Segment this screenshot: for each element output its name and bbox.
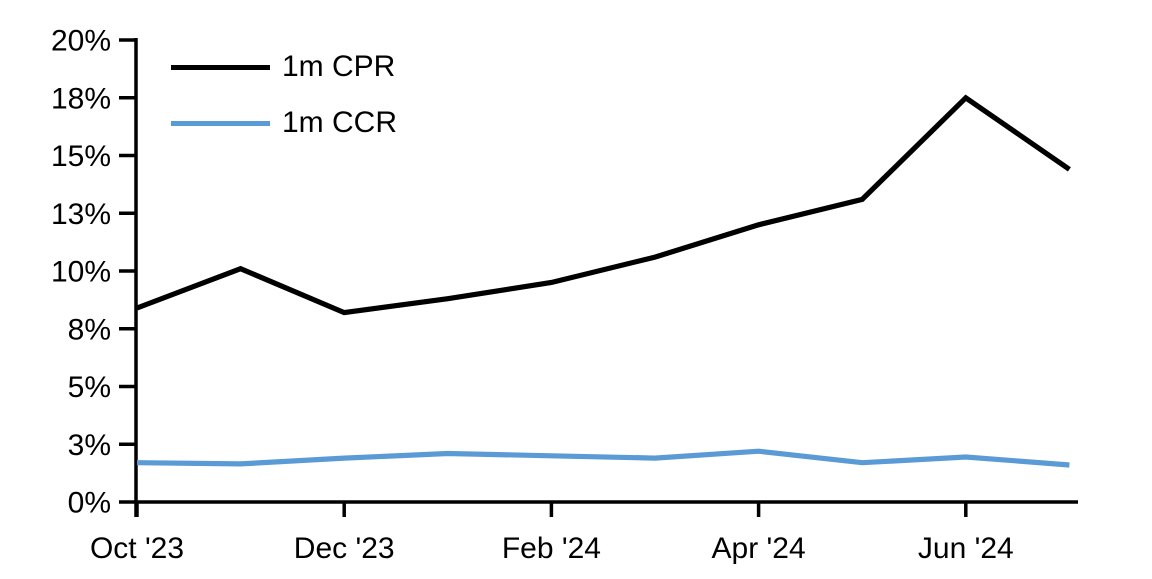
x-tick-label: Jun '24	[918, 532, 1014, 565]
ccr-line-swatch	[171, 120, 270, 126]
y-tick-label: 8%	[68, 313, 111, 346]
y-tick-label: 3%	[68, 429, 111, 462]
x-tick-label: Feb '24	[502, 532, 601, 565]
legend-item-1m-ccr: 1m CCR	[171, 95, 397, 151]
y-tick-label: 15%	[51, 140, 111, 173]
series-lines	[136, 94, 1071, 468]
x-axis-ticks: Oct '23 Dec '23 Feb '24 Apr '24 Jun '24	[90, 502, 1014, 565]
x-tick-label: Dec '23	[294, 532, 395, 565]
y-tick-label: 20%	[51, 25, 111, 58]
legend-label-cpr: 1m CPR	[282, 50, 396, 83]
y-tick-label: 18%	[51, 82, 111, 115]
x-tick-label: Apr '24	[712, 532, 806, 565]
y-tick-label: 5%	[68, 371, 111, 404]
series-line-1m-cpr	[136, 94, 1071, 316]
series-line-1m-ccr	[136, 448, 1070, 468]
y-tick-label: 13%	[51, 198, 111, 231]
axes	[134, 38, 1078, 517]
legend-item-1m-cpr: 1m CPR	[171, 39, 397, 95]
legend: 1m CPR 1m CCR	[171, 39, 397, 151]
x-tick-label: Oct '23	[90, 532, 184, 565]
legend-label-ccr: 1m CCR	[282, 106, 398, 139]
y-tick-label: 0%	[68, 487, 111, 520]
y-tick-label: 10%	[51, 256, 111, 289]
y-axis-ticks: 0% 3% 5% 8% 10% 13% 15% 18% 20%	[51, 25, 137, 520]
cpr-line-swatch	[171, 64, 270, 70]
